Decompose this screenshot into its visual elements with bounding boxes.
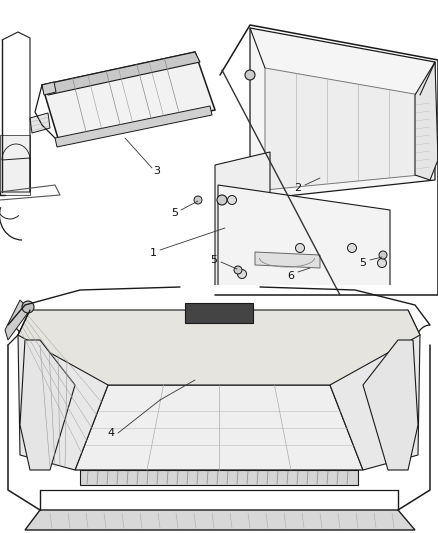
Polygon shape xyxy=(80,470,358,485)
Polygon shape xyxy=(42,52,200,95)
Polygon shape xyxy=(215,152,270,295)
Polygon shape xyxy=(18,310,420,385)
Polygon shape xyxy=(363,340,418,470)
Circle shape xyxy=(378,259,386,268)
Polygon shape xyxy=(75,385,363,470)
Circle shape xyxy=(347,244,357,253)
Polygon shape xyxy=(18,310,108,470)
Circle shape xyxy=(379,251,387,259)
Polygon shape xyxy=(330,310,420,470)
Polygon shape xyxy=(42,82,56,95)
Text: 6: 6 xyxy=(287,271,294,281)
Circle shape xyxy=(234,266,242,274)
Circle shape xyxy=(237,270,247,279)
Bar xyxy=(0,285,438,533)
Text: 4: 4 xyxy=(107,428,115,438)
Circle shape xyxy=(194,196,202,204)
Circle shape xyxy=(22,301,34,313)
Text: 5: 5 xyxy=(360,258,367,268)
Text: 1: 1 xyxy=(149,248,156,258)
Polygon shape xyxy=(255,252,320,268)
Polygon shape xyxy=(0,135,30,195)
Circle shape xyxy=(227,196,237,205)
Polygon shape xyxy=(25,510,415,530)
Polygon shape xyxy=(20,340,75,470)
Text: 3: 3 xyxy=(153,166,160,176)
Polygon shape xyxy=(55,106,212,147)
Polygon shape xyxy=(415,62,438,180)
Text: 2: 2 xyxy=(294,183,301,193)
Circle shape xyxy=(217,195,227,205)
Polygon shape xyxy=(5,300,30,340)
Polygon shape xyxy=(42,52,215,145)
Circle shape xyxy=(296,244,304,253)
Polygon shape xyxy=(30,113,50,133)
Polygon shape xyxy=(265,68,420,190)
Polygon shape xyxy=(218,185,390,290)
Bar xyxy=(185,303,253,323)
Text: 5: 5 xyxy=(172,208,179,218)
Circle shape xyxy=(245,70,255,80)
Text: 5: 5 xyxy=(211,255,218,265)
Polygon shape xyxy=(250,28,435,200)
